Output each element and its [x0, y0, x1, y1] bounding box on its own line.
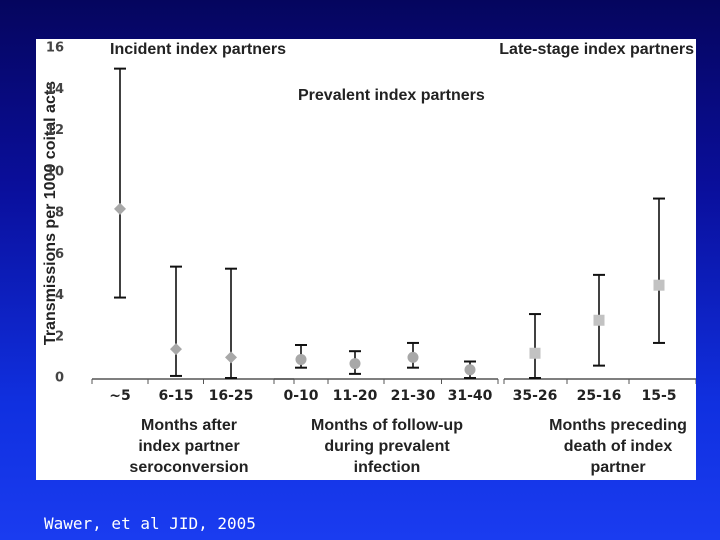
x-tick-label: 35-26 — [513, 388, 558, 404]
group-label: Months after — [141, 417, 237, 434]
square-marker — [653, 279, 665, 291]
x-tick-label: 6-15 — [158, 388, 193, 404]
group-label: during prevalent — [324, 438, 450, 455]
x-tick-label: 25-16 — [577, 388, 622, 404]
diamond-marker — [170, 343, 182, 356]
square-marker — [529, 347, 541, 359]
group-label: partner — [590, 459, 645, 476]
y-tick-label: 4 — [55, 288, 64, 303]
x-tick-label: 21-30 — [391, 388, 436, 404]
group-label: index partner — [138, 438, 239, 455]
y-tick-label: 6 — [55, 247, 64, 262]
y-tick-label: 12 — [46, 123, 64, 138]
x-tick-label: 0-10 — [283, 388, 318, 404]
chart-svg: Transmissions per 1000 coital acts Incid… — [42, 41, 696, 476]
panel-title-late-stage: Late-stage index partners — [499, 41, 694, 58]
y-tick-label: 10 — [46, 164, 64, 179]
group-label: death of index — [564, 438, 673, 455]
circle-marker — [349, 358, 361, 370]
x-tick-label: 16-25 — [209, 388, 254, 404]
panel-title-prevalent: Prevalent index partners — [298, 87, 485, 104]
group-label: Months preceding — [549, 417, 687, 434]
group-label: Months of follow-up — [311, 417, 463, 434]
x-tick-label: 31-40 — [448, 388, 493, 404]
circle-marker — [464, 364, 476, 376]
chart-panel: Transmissions per 1000 coital acts Incid… — [36, 39, 696, 480]
diamond-marker — [114, 202, 126, 215]
y-tick-label: 14 — [46, 82, 64, 97]
y-tick-label: 16 — [46, 41, 64, 56]
citation: Wawer, et al JID, 2005 — [44, 514, 256, 533]
x-tick-label: 11-20 — [333, 388, 378, 404]
group-label: seroconversion — [129, 459, 248, 476]
diamond-marker — [225, 351, 237, 364]
x-tick-label: ~5 — [109, 388, 130, 404]
y-tick-label: 0 — [55, 371, 64, 386]
circle-marker — [295, 353, 307, 365]
square-marker — [593, 314, 605, 326]
y-tick-label: 8 — [55, 206, 64, 221]
circle-marker — [407, 351, 419, 363]
y-tick-label: 2 — [55, 329, 64, 344]
panel-title-incident: Incident index partners — [110, 41, 286, 58]
y-axis-label: Transmissions per 1000 coital acts — [42, 81, 59, 345]
group-label: infection — [354, 459, 421, 476]
x-tick-label: 15-5 — [641, 388, 676, 404]
